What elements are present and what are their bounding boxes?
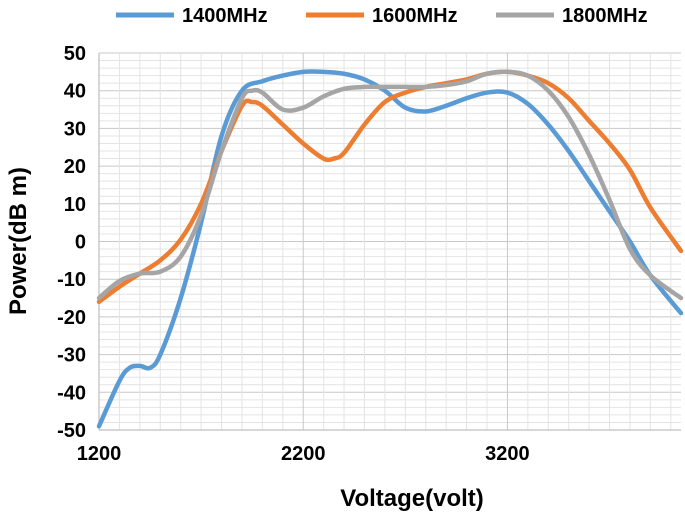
y-axis-ticks: -50 -40 -30 -20 -10 0 10 20 30 40 50 <box>57 43 86 442</box>
y-tick-label: 40 <box>64 81 86 103</box>
y-tick-label: 10 <box>64 194 86 216</box>
series-line-1800mhz <box>96 69 684 301</box>
x-tick-label: 1200 <box>77 443 122 465</box>
plot-area <box>98 53 681 431</box>
y-tick-label: 0 <box>75 232 86 254</box>
y-tick-label: -20 <box>57 307 86 329</box>
legend-label-1600mhz: 1600MHz <box>372 5 458 27</box>
legend-label-1400mhz: 1400MHz <box>182 5 268 27</box>
y-tick-label: 50 <box>64 43 86 65</box>
y-tick-label: 20 <box>64 156 86 178</box>
series-line-1400mhz <box>96 69 684 429</box>
y-tick-label: -30 <box>57 345 86 367</box>
x-tick-label: 2200 <box>281 443 326 465</box>
series-layer <box>96 69 684 429</box>
y-axis-title: Power(dB m) <box>5 167 32 315</box>
legend-label-1800mhz: 1800MHz <box>562 5 648 27</box>
legend: 1400MHz 1600MHz 1800MHz <box>116 5 648 27</box>
y-tick-label: -50 <box>57 420 86 442</box>
x-axis-ticks: 1200 2200 3200 <box>77 443 530 465</box>
y-tick-label: -10 <box>57 269 86 291</box>
x-axis-title: Voltage(volt) <box>340 485 484 512</box>
series-line-1600mhz <box>96 69 684 305</box>
x-tick-label: 3200 <box>485 443 530 465</box>
y-tick-label: 30 <box>64 118 86 140</box>
y-tick-label: -40 <box>57 382 86 404</box>
grid-lines <box>98 52 681 431</box>
